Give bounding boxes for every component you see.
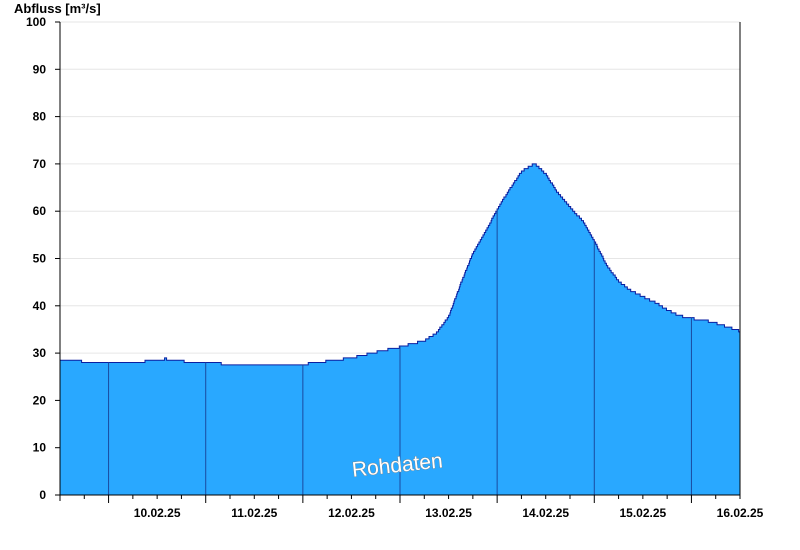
x-tick-label: 13.02.25 [425, 506, 472, 520]
y-tick-label: 10 [33, 441, 47, 455]
y-ticks: 0 10 20 30 40 50 60 70 80 90 100 [26, 15, 60, 502]
y-axis-title: Abfluss [m³/s] [14, 1, 101, 16]
y-tick-label: 30 [33, 346, 47, 360]
x-tick-label: 11.02.25 [231, 506, 277, 520]
x-tick-label: 16.02.25 [717, 506, 764, 520]
y-tick-label: 0 [39, 488, 46, 502]
y-tick-label: 60 [33, 204, 47, 218]
area-layer [60, 163, 740, 495]
discharge-line [60, 163, 740, 366]
y-tick-label: 70 [33, 157, 47, 171]
x-tick-label: 10.02.25 [134, 506, 181, 520]
x-tick-label: 15.02.25 [619, 506, 666, 520]
y-tick-label: 40 [33, 299, 47, 313]
x-tick-label: 12.02.25 [328, 506, 375, 520]
y-tick-label: 50 [33, 252, 47, 266]
discharge-area [60, 163, 740, 495]
y-tick-label: 100 [26, 15, 46, 29]
y-tick-label: 90 [33, 62, 47, 76]
y-tick-label: 80 [33, 110, 47, 124]
x-ticks: 10.02.25 11.02.25 12.02.25 13.02.25 14.02.25… [83, 495, 764, 520]
day-separator-lines [108, 208, 692, 495]
x-tick-label: 14.02.25 [522, 506, 569, 520]
y-tick-label: 20 [33, 393, 47, 407]
